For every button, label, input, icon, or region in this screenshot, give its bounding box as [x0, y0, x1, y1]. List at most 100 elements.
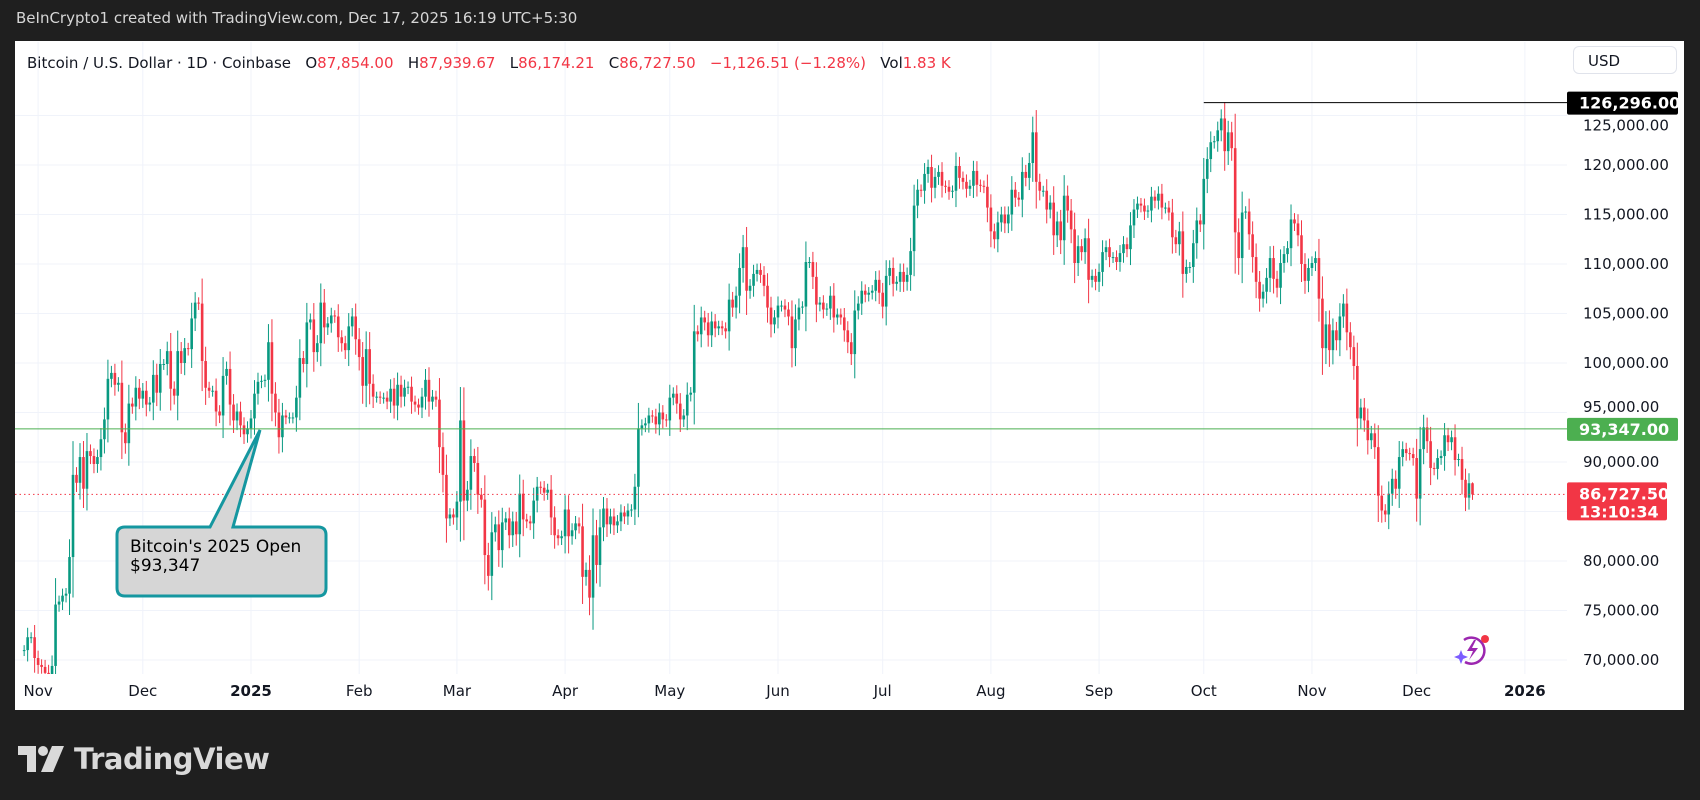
candle-body: [284, 415, 288, 418]
candle: [1146, 205, 1150, 218]
candle: [141, 382, 145, 408]
candle-body: [1439, 456, 1443, 459]
candle-body: [462, 420, 466, 501]
candle: [986, 174, 989, 223]
x-tick-label: Oct: [1191, 682, 1217, 700]
candle-body: [225, 368, 228, 376]
x-tick-label: Jun: [765, 682, 789, 700]
candle-body: [891, 267, 895, 284]
open-value: 87,854.00: [317, 54, 394, 72]
annotation-callout[interactable]: [115, 429, 328, 598]
candle: [790, 300, 794, 368]
candle-body: [340, 337, 344, 344]
candle: [26, 627, 29, 662]
chart-panel[interactable]: [15, 41, 1684, 710]
candle: [239, 401, 242, 438]
candle: [609, 508, 612, 534]
candle-body: [221, 375, 225, 416]
candle-body: [829, 295, 832, 309]
candle-body: [682, 415, 686, 420]
candle-body: [504, 518, 508, 523]
candle-body: [1136, 203, 1139, 210]
candle: [197, 297, 200, 310]
candle: [783, 299, 787, 318]
low-value: 86,174.21: [518, 54, 595, 72]
x-tick-label: Nov: [23, 682, 52, 700]
candle-body: [755, 269, 759, 274]
candle-body: [581, 526, 584, 577]
candle-body: [1062, 195, 1066, 241]
candle-body: [870, 290, 874, 293]
candle: [507, 507, 511, 549]
candle-body: [368, 349, 371, 384]
candle-body: [961, 177, 965, 182]
candle: [148, 396, 152, 412]
candle-body: [413, 401, 417, 405]
candle: [200, 278, 204, 392]
symbol-name[interactable]: Bitcoin / U.S. Dollar · 1D · Coinbase: [27, 54, 292, 72]
candle-body: [853, 310, 857, 355]
candle-body: [1160, 193, 1164, 208]
tradingview-logo-icon: [18, 746, 64, 772]
candle-body: [75, 474, 78, 483]
candle-body: [1387, 493, 1391, 515]
candle-body: [745, 247, 748, 291]
lightning-alert-icon[interactable]: [1452, 630, 1492, 670]
candle: [1401, 441, 1404, 467]
candle: [706, 312, 710, 347]
currency-button[interactable]: USD: [1573, 46, 1677, 74]
candle: [877, 270, 881, 305]
candle: [678, 393, 682, 433]
candle-body: [329, 315, 333, 324]
candle-body: [347, 326, 351, 351]
candle: [1335, 321, 1338, 351]
candle: [713, 314, 717, 338]
candle-body: [549, 489, 553, 518]
candle: [183, 338, 186, 376]
candle: [1198, 214, 1202, 233]
candle: [246, 421, 249, 443]
candle: [350, 308, 354, 337]
candle-body: [1226, 132, 1230, 152]
candle-body: [539, 486, 542, 488]
candle-body: [1073, 229, 1076, 264]
candle-body: [441, 447, 445, 475]
candle-body: [322, 302, 326, 328]
candle-body: [1404, 449, 1408, 454]
candle: [54, 578, 57, 674]
candle-body: [1150, 196, 1153, 211]
candle-body: [494, 524, 497, 533]
candle: [1397, 441, 1401, 508]
candle-body: [1300, 235, 1303, 264]
candle-body: [706, 322, 710, 336]
candle: [944, 180, 947, 194]
tradingview-logo[interactable]: TradingView: [18, 742, 270, 776]
candle: [846, 321, 850, 354]
candle: [263, 374, 267, 388]
candle: [1265, 268, 1268, 304]
candle-body: [1178, 231, 1181, 245]
candle: [329, 307, 333, 333]
candle: [1174, 229, 1178, 254]
candle: [1027, 152, 1031, 191]
candle: [204, 346, 207, 405]
candle-body: [1436, 458, 1439, 469]
candle-body: [319, 302, 323, 344]
candle-body: [424, 379, 427, 397]
candle: [1411, 447, 1415, 466]
candle: [689, 387, 693, 402]
candle-body: [727, 299, 731, 332]
candle: [902, 263, 905, 292]
candle-body: [1003, 214, 1007, 224]
candle-body: [117, 382, 120, 385]
candle-body: [1048, 202, 1052, 210]
candle: [1345, 288, 1349, 351]
candle: [288, 412, 291, 424]
candle: [1328, 310, 1331, 367]
candle: [961, 171, 965, 190]
candle: [1226, 120, 1230, 165]
candle: [602, 496, 605, 542]
candle-body: [186, 348, 190, 350]
candle-body: [651, 415, 654, 417]
